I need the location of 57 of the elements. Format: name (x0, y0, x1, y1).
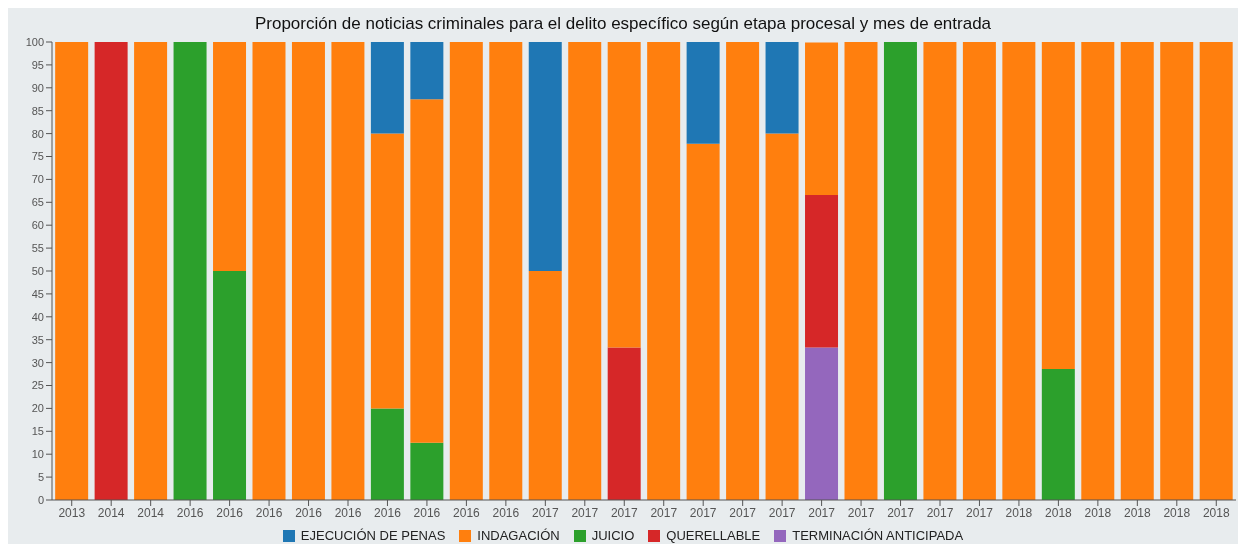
x-tick-label: 2016 (374, 505, 402, 520)
y-tick-label: 0 (37, 493, 44, 506)
y-tick-label: 100 (25, 35, 44, 48)
legend-label: JUICIO (590, 528, 635, 543)
x-tick-label: 2016 (216, 505, 244, 520)
x-tick-label: 2017 (571, 505, 599, 520)
chart-title: Proporción de noticias criminales para el delito específico según etapa procesal y mes de entrada (254, 14, 992, 33)
x-tick-label: 2017 (808, 505, 836, 520)
y-tick-label: 20 (31, 402, 44, 415)
x-tick-label: 2017 (650, 505, 678, 520)
y-tick-label: 95 (31, 58, 44, 71)
y-tick-label: 25 (31, 379, 44, 392)
y-tick-label: 30 (31, 356, 44, 369)
x-tick-label: 2018 (1163, 505, 1191, 520)
y-tick-label: 5 (37, 471, 44, 484)
y-tick-label: 45 (31, 287, 44, 300)
y-tick-label: 40 (31, 310, 44, 323)
y-tick-label: 90 (31, 81, 44, 94)
x-tick-label: 2017 (847, 505, 875, 520)
y-tick-label: 35 (31, 333, 44, 346)
x-tick-label: 2016 (176, 505, 204, 520)
y-tick-label: 75 (31, 150, 44, 163)
x-tick-label: 2018 (1202, 505, 1230, 520)
y-tick-label: 85 (31, 104, 44, 117)
x-tick-label: 2018 (1045, 505, 1073, 520)
x-tick-label: 2017 (610, 505, 638, 520)
x-tick-label: 2016 (453, 505, 481, 520)
y-tick-label: 65 (31, 196, 44, 209)
y-tick-label: 60 (31, 219, 44, 232)
x-tick-label: 2016 (413, 505, 441, 520)
x-tick-label: 2014 (137, 505, 165, 520)
x-tick-label: 2014 (97, 505, 125, 520)
x-tick-label: 2018 (1084, 505, 1112, 520)
x-tick-label: 2017 (689, 505, 717, 520)
legend-label: EJECUCIÓN DE PENAS (299, 528, 446, 543)
legend-label: INDAGACIÓN (476, 528, 560, 543)
x-tick-label: 2017 (729, 505, 757, 520)
x-tick-label: 2017 (768, 505, 796, 520)
y-tick-label: 50 (31, 264, 44, 277)
x-tick-label: 2016 (492, 505, 520, 520)
y-tick-label: 70 (31, 173, 44, 186)
y-tick-label: 80 (31, 127, 44, 140)
x-tick-label: 2017 (966, 505, 994, 520)
legend-label: TERMINACIÓN ANTICIPADA (791, 528, 964, 543)
legend-label: QUERELLABLE (665, 528, 761, 543)
x-tick-label: 2018 (1123, 505, 1151, 520)
x-tick-label: 2017 (926, 505, 954, 520)
x-tick-label: 2016 (334, 505, 362, 520)
y-tick-label: 55 (31, 242, 44, 255)
x-tick-label: 2016 (255, 505, 283, 520)
x-tick-label: 2017 (531, 505, 559, 520)
y-tick-label: 10 (31, 448, 44, 461)
x-tick-label: 2017 (887, 505, 915, 520)
y-tick-label: 15 (31, 425, 44, 438)
x-tick-label: 2018 (1005, 505, 1033, 520)
x-tick-label: 2016 (295, 505, 323, 520)
x-tick-label: 2013 (58, 505, 86, 520)
